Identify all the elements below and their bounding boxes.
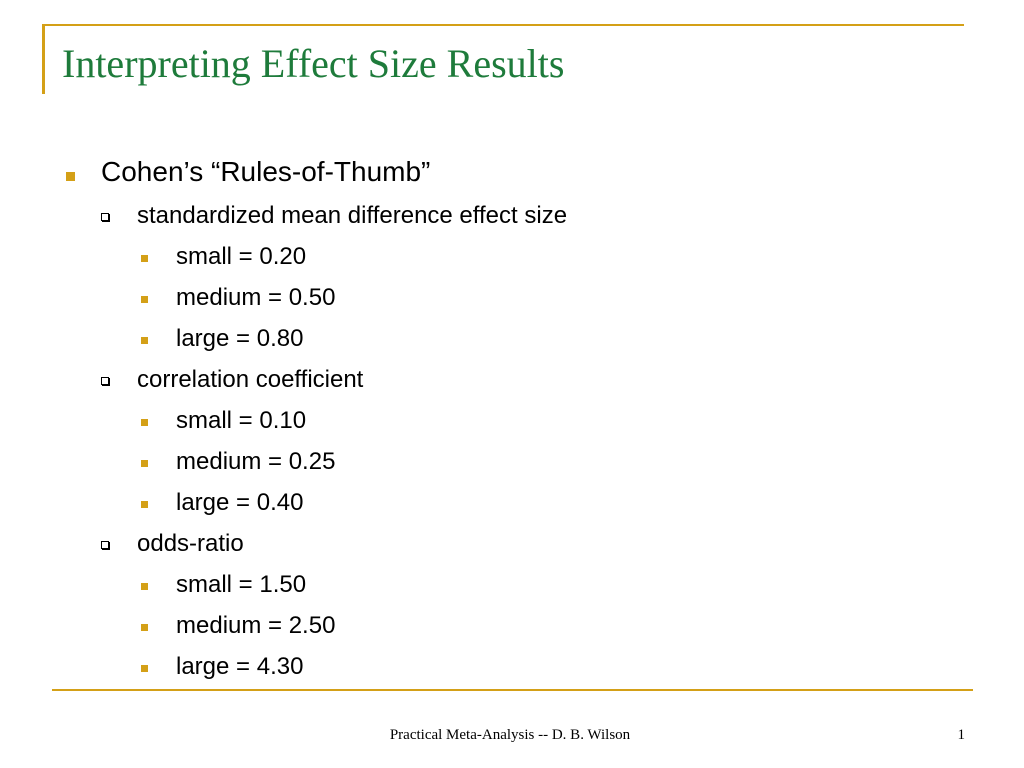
slide-title: Interpreting Effect Size Results	[62, 41, 565, 86]
square-bullet-icon	[141, 337, 148, 344]
odds-label: odds-ratio	[137, 530, 244, 557]
square-bullet-icon	[141, 501, 148, 508]
corr-large: large = 0.40	[176, 489, 304, 516]
square-bullet-icon	[141, 255, 148, 262]
footer-text: Practical Meta-Analysis -- D. B. Wilson	[389, 727, 631, 743]
odds-small: small = 1.50	[176, 571, 307, 598]
square-bullet-icon	[141, 665, 148, 672]
odds-large: large = 4.30	[176, 653, 304, 680]
corr-medium: medium = 0.25	[176, 448, 336, 475]
corr-small: small = 0.10	[176, 407, 307, 434]
square-bullet-icon	[141, 624, 148, 631]
bullet-list: Cohen’s “Rules-of-Thumb” standardized me…	[66, 156, 568, 680]
footer-rule	[52, 689, 973, 691]
hollow-square-bullet-icon	[101, 213, 109, 221]
square-bullet-icon	[141, 419, 148, 426]
square-bullet-icon	[141, 583, 148, 590]
smd-large: large = 0.80	[176, 325, 304, 352]
square-bullet-icon	[66, 172, 75, 181]
square-bullet-icon	[141, 296, 148, 303]
smd-label: standardized mean difference effect size	[137, 202, 568, 229]
odds-medium: medium = 2.50	[176, 612, 336, 639]
square-bullet-icon	[141, 460, 148, 467]
smd-medium: medium = 0.50	[176, 284, 336, 311]
corr-label: correlation coefficient	[137, 366, 364, 393]
title-frame-top-rule	[42, 24, 964, 26]
main-bullet-text: Cohen’s “Rules-of-Thumb”	[101, 156, 431, 187]
page-number: 1	[957, 727, 966, 743]
hollow-square-bullet-icon	[101, 377, 109, 385]
smd-small: small = 0.20	[176, 243, 307, 270]
hollow-square-bullet-icon	[101, 541, 109, 549]
title-frame-left-rule	[42, 24, 45, 94]
